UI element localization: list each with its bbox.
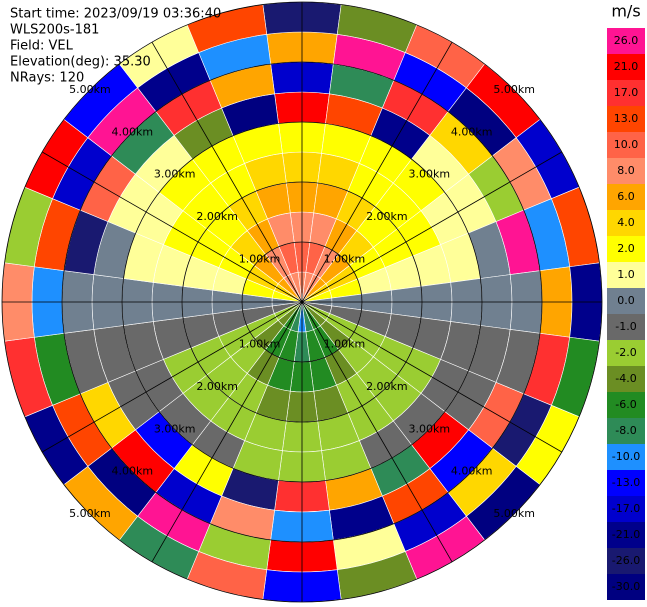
colorbar-tick-label: -6.0 <box>615 398 636 411</box>
spoke <box>301 301 453 563</box>
colorbar-tick-label: -17.0 <box>612 502 640 515</box>
colorbar-block <box>607 106 645 132</box>
colorbar-block <box>607 210 645 236</box>
colorbar-tick-label: -13.0 <box>612 476 640 489</box>
colorbar-block <box>607 496 645 522</box>
range-label: 1.00km <box>239 337 281 350</box>
spoke <box>151 41 303 303</box>
colorbar-label: m/s <box>611 2 640 21</box>
annotation: Field: VEL <box>10 39 74 54</box>
spoke <box>301 151 563 303</box>
range-label: 3.00km <box>408 168 450 181</box>
colorbar-block <box>607 236 645 262</box>
range-label: 4.00km <box>112 465 154 478</box>
colorbar-tick-label: 6.0 <box>617 190 635 203</box>
colorbar-block <box>607 470 645 496</box>
range-label: 4.00km <box>451 465 493 478</box>
spoke <box>41 301 303 453</box>
colorbar-block <box>607 418 645 444</box>
range-label: 1.00km <box>324 253 366 266</box>
colorbar-block <box>607 184 645 210</box>
colorbar-block <box>607 314 645 340</box>
colorbar-tick-label: 10.0 <box>614 138 639 151</box>
colorbar-tick-label: 1.0 <box>617 268 635 281</box>
range-label: 4.00km <box>112 125 154 138</box>
colorbar-tick-label: 26.0 <box>614 34 639 47</box>
colorbar-tick-label: -10.0 <box>612 450 640 463</box>
range-label: 5.00km <box>69 507 111 520</box>
colorbar-tick-label: -2.0 <box>615 346 636 359</box>
colorbar-tick-label: 4.0 <box>617 216 635 229</box>
range-label: 3.00km <box>154 168 196 181</box>
range-label: 1.00km <box>324 337 366 350</box>
colorbar-block <box>607 574 645 600</box>
range-label: 3.00km <box>408 422 450 435</box>
range-label: 1.00km <box>239 253 281 266</box>
colorbar-tick-label: -30.0 <box>612 580 640 593</box>
colorbar-tick-label: 2.0 <box>617 242 635 255</box>
spoke <box>41 151 303 303</box>
range-label: 5.00km <box>69 83 111 96</box>
range-label: 2.00km <box>366 380 408 393</box>
colorbar-tick-label: -21.0 <box>612 528 640 541</box>
colorbar-block <box>607 392 645 418</box>
range-label: 5.00km <box>493 507 535 520</box>
colorbar-block <box>607 340 645 366</box>
colorbar-tick-label: -1.0 <box>615 320 636 333</box>
range-label: 2.00km <box>366 210 408 223</box>
colorbar-tick-label: 21.0 <box>614 60 639 73</box>
colorbar-block <box>607 28 645 54</box>
annotation: WLS200s-181 <box>10 23 99 38</box>
colorbar-block <box>607 54 645 80</box>
range-label: 5.00km <box>493 83 535 96</box>
range-label: 2.00km <box>196 380 238 393</box>
spoke <box>151 301 303 563</box>
colorbar-block <box>607 444 645 470</box>
colorbar-block <box>607 548 645 574</box>
spoke <box>301 301 563 453</box>
spoke <box>301 41 453 303</box>
colorbar-block <box>607 366 645 392</box>
colorbar-block <box>607 158 645 184</box>
range-label: 3.00km <box>154 422 196 435</box>
annotation: Elevation(deg): 35.30 <box>10 55 151 70</box>
colorbar-block <box>607 80 645 106</box>
colorbar-tick-label: 13.0 <box>614 112 639 125</box>
range-label: 2.00km <box>196 210 238 223</box>
range-label: 4.00km <box>451 125 493 138</box>
annotation: Start time: 2023/09/19 03:36:40 <box>10 7 221 22</box>
colorbar-tick-label: 0.0 <box>617 294 635 307</box>
colorbar-block <box>607 522 645 548</box>
colorbar-block <box>607 262 645 288</box>
colorbar-block <box>607 288 645 314</box>
colorbar-tick-label: -8.0 <box>615 424 636 437</box>
colorbar-block <box>607 132 645 158</box>
colorbar-tick-label: 8.0 <box>617 164 635 177</box>
colorbar-tick-label: -26.0 <box>612 554 640 567</box>
colorbar-tick-label: -4.0 <box>615 372 636 385</box>
colorbar-tick-label: 17.0 <box>614 86 639 99</box>
annotation: NRays: 120 <box>10 71 84 86</box>
